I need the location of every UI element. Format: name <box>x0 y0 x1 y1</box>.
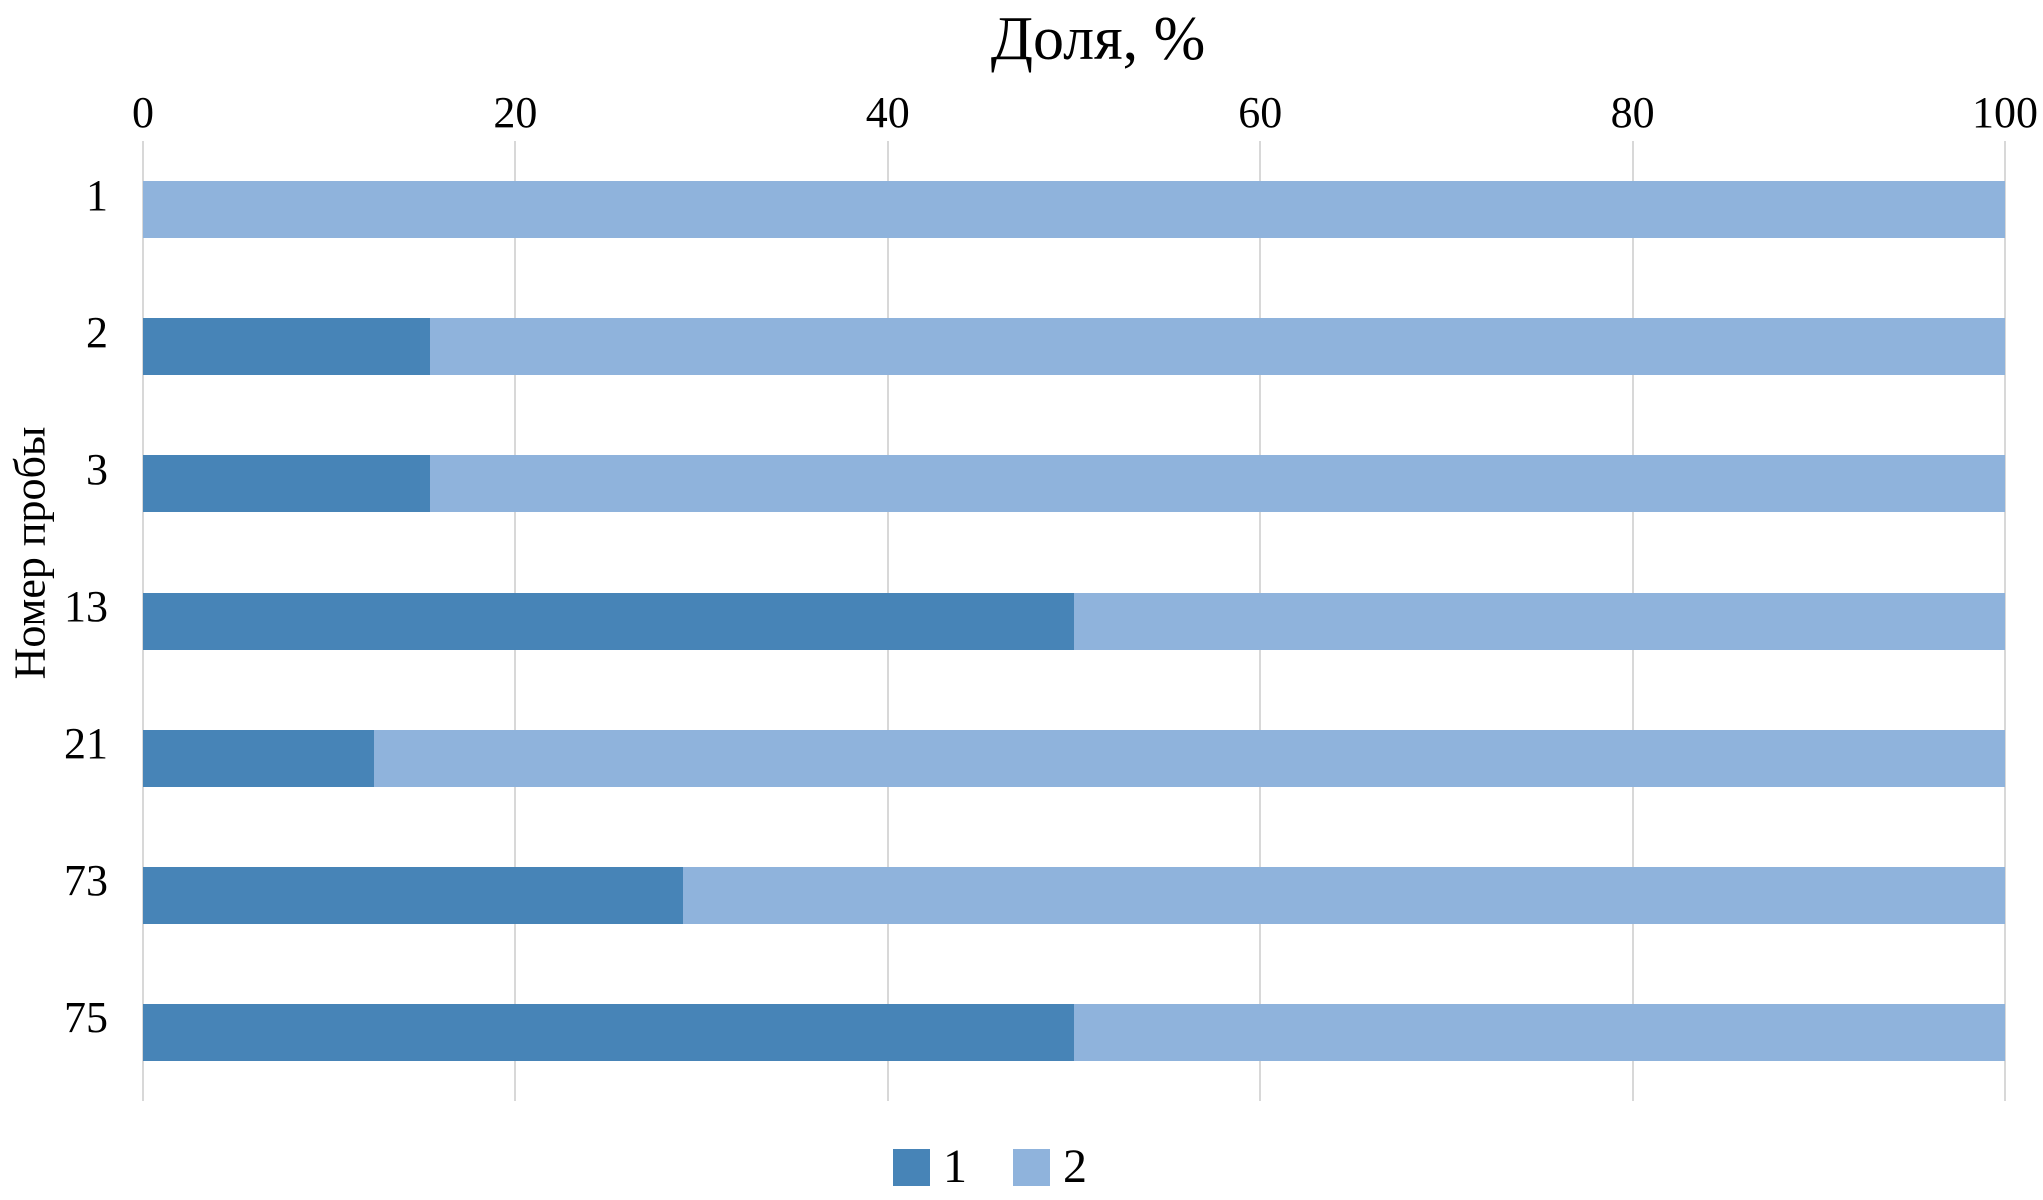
gridline <box>2004 141 2006 1101</box>
legend-item: 2 <box>1013 1142 1087 1192</box>
x-tick-label: 20 <box>493 88 538 137</box>
bar-segment-series-2 <box>143 181 2005 239</box>
bar-segment-series-2 <box>1074 592 2005 650</box>
legend-swatch-icon <box>893 1148 930 1186</box>
bar-row <box>143 729 2005 787</box>
bar-segment-series-2 <box>682 866 2005 924</box>
legend-item-label: 1 <box>943 1140 967 1193</box>
x-tick-label: 100 <box>1972 88 2038 137</box>
y-category-label: 75 <box>64 993 108 1043</box>
x-tick-label: 40 <box>865 88 910 137</box>
legend-item-label: 2 <box>1063 1140 1087 1193</box>
bar-segment-series-1 <box>143 455 430 513</box>
bar-segment-series-1 <box>143 318 430 376</box>
bar-row <box>143 181 2005 239</box>
legend-swatch-icon <box>1013 1148 1050 1186</box>
y-category-label: 3 <box>86 444 108 494</box>
bar-row <box>143 866 2005 924</box>
bar-segment-series-1 <box>143 1003 1074 1061</box>
y-category-label: 13 <box>64 582 108 631</box>
bar-segment-series-1 <box>143 592 1074 650</box>
x-tick-label: 0 <box>132 88 154 137</box>
y-category-label: 1 <box>86 170 108 220</box>
bar-segment-series-2 <box>429 318 2005 376</box>
bar-segment-series-1 <box>143 729 374 787</box>
bar-segment-series-2 <box>373 729 2005 787</box>
x-tick-label: 60 <box>1238 88 1283 137</box>
bar-row <box>143 592 2005 650</box>
bar-row <box>143 318 2005 376</box>
legend-item: 1 <box>893 1142 967 1192</box>
x-tick-label: 80 <box>1610 88 1655 137</box>
bar-row <box>143 1003 2005 1061</box>
bar-segment-series-2 <box>429 455 2005 513</box>
chart-title: Доля, % <box>990 5 1206 73</box>
y-category-label: 21 <box>64 719 108 769</box>
bar-segment-series-2 <box>1074 1003 2005 1061</box>
y-category-label: 2 <box>86 307 108 357</box>
bar-row <box>143 455 2005 513</box>
plot-area <box>142 141 2006 1101</box>
y-category-label: 73 <box>64 856 108 906</box>
bar-segment-series-1 <box>143 866 683 924</box>
